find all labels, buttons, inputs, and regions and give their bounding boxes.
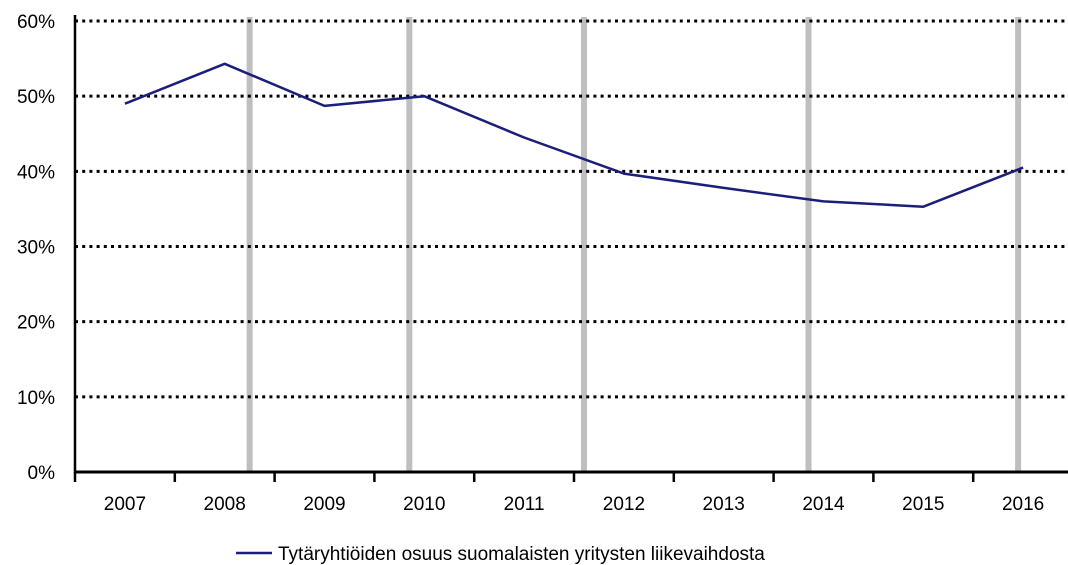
series-lines	[124, 62, 1024, 208]
x-tick-label: 2014	[802, 494, 845, 515]
x-tick-label: 2007	[104, 494, 146, 515]
y-tick-label: 50%	[17, 87, 55, 108]
x-tick-label: 2009	[303, 494, 345, 515]
x-tick-label: 2010	[403, 494, 445, 515]
vertical-band-4	[805, 17, 812, 472]
vertical-band-2	[406, 17, 413, 472]
y-tick-label: 60%	[17, 12, 55, 33]
y-tick-labels: 0% 10% 20% 30% 40% 50% 60%	[17, 12, 55, 484]
y-tick-label: 20%	[17, 313, 55, 334]
y-tick-label: 40%	[17, 162, 55, 183]
vertical-band-1	[246, 17, 253, 472]
x-tick-label: 2008	[204, 494, 246, 515]
legend: Tytäryhtiöiden osuus suomalaisten yritys…	[236, 544, 765, 565]
x-tick-labels: 2007 2008 2009 2010 2011 2012 2013 2014 2015 2016	[104, 494, 1044, 515]
vertical-band-5	[1015, 17, 1022, 472]
axes	[73, 15, 1068, 482]
x-tick-label: 2015	[902, 494, 944, 515]
legend-label: Tytäryhtiöiden osuus suomalaisten yritys…	[278, 544, 765, 565]
y-tick-label: 30%	[17, 238, 55, 259]
x-tick-label: 2013	[703, 494, 745, 515]
y-tick-label: 10%	[17, 388, 55, 409]
y-tick-label: 0%	[28, 463, 56, 484]
x-tick-label: 2016	[1002, 494, 1044, 515]
vertical-band-3	[580, 17, 587, 472]
series-line-1	[124, 62, 1024, 208]
x-tick-label: 2012	[603, 494, 645, 515]
vertical-bands	[246, 17, 1022, 472]
gridlines	[75, 19, 1068, 399]
x-tick-label: 2011	[504, 494, 545, 515]
